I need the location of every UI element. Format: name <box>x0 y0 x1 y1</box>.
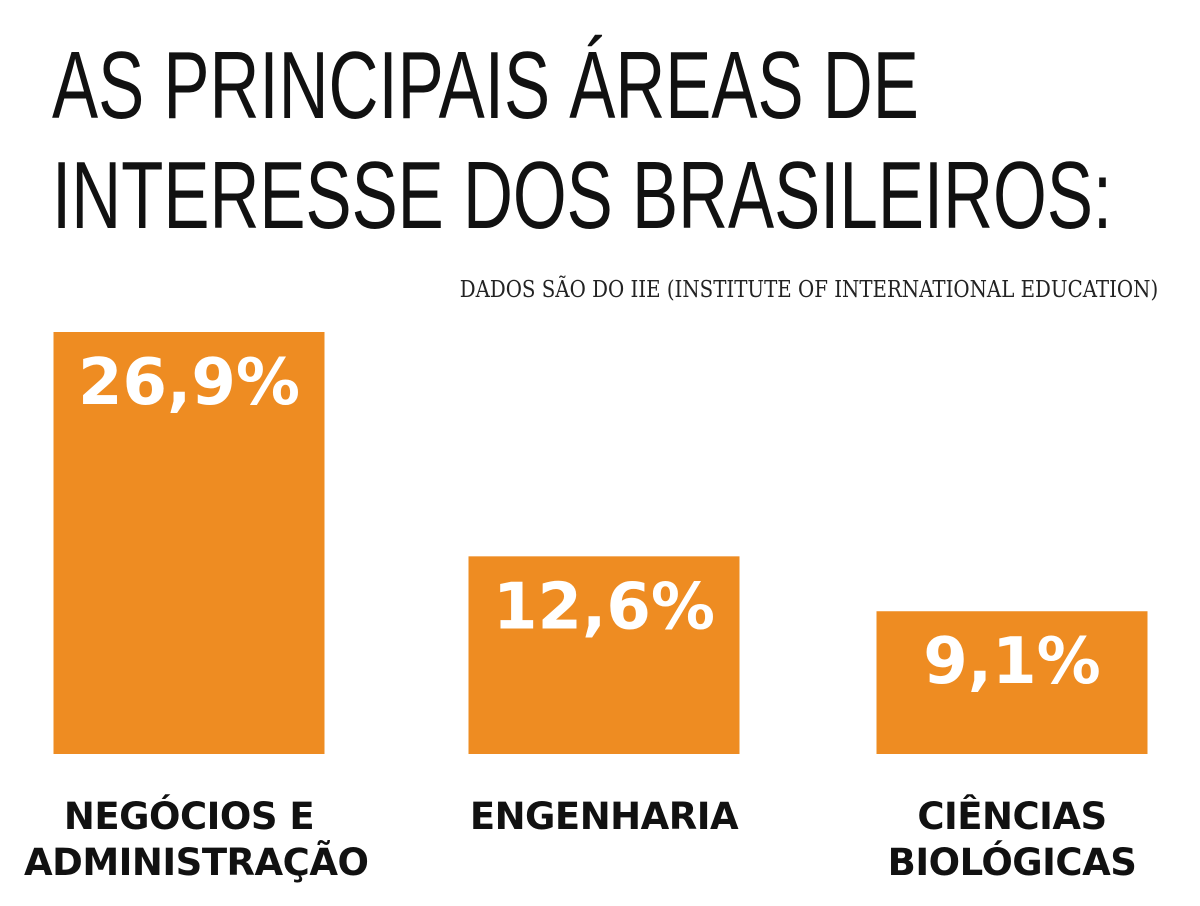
title-line-1: AS PRINCIPAIS ÁREAS DE <box>52 32 919 139</box>
bar-value-label-negocios: 26,9% <box>78 346 300 420</box>
bar-value-label-engenharia: 12,6% <box>493 570 715 644</box>
bar-ciencias <box>876 611 1148 754</box>
category-label-negocios: NEGÓCIOS E ADMINISTRAÇÃO <box>24 795 369 884</box>
bar-engenharia <box>468 556 740 754</box>
subtitle: DADOS SÃO DO IIE (INSTITUTE OF INTERNATI… <box>459 277 1158 303</box>
bar-negocios <box>53 332 325 754</box>
category-label-ciencias: CIÊNCIAS BIOLÓGICAS <box>887 795 1137 884</box>
title-line-2: INTERESSE DOS BRASILEIROS: <box>52 142 1113 249</box>
bar-value-label-ciencias: 9,1% <box>923 625 1101 699</box>
category-label-engenharia: ENGENHARIA <box>469 795 739 838</box>
